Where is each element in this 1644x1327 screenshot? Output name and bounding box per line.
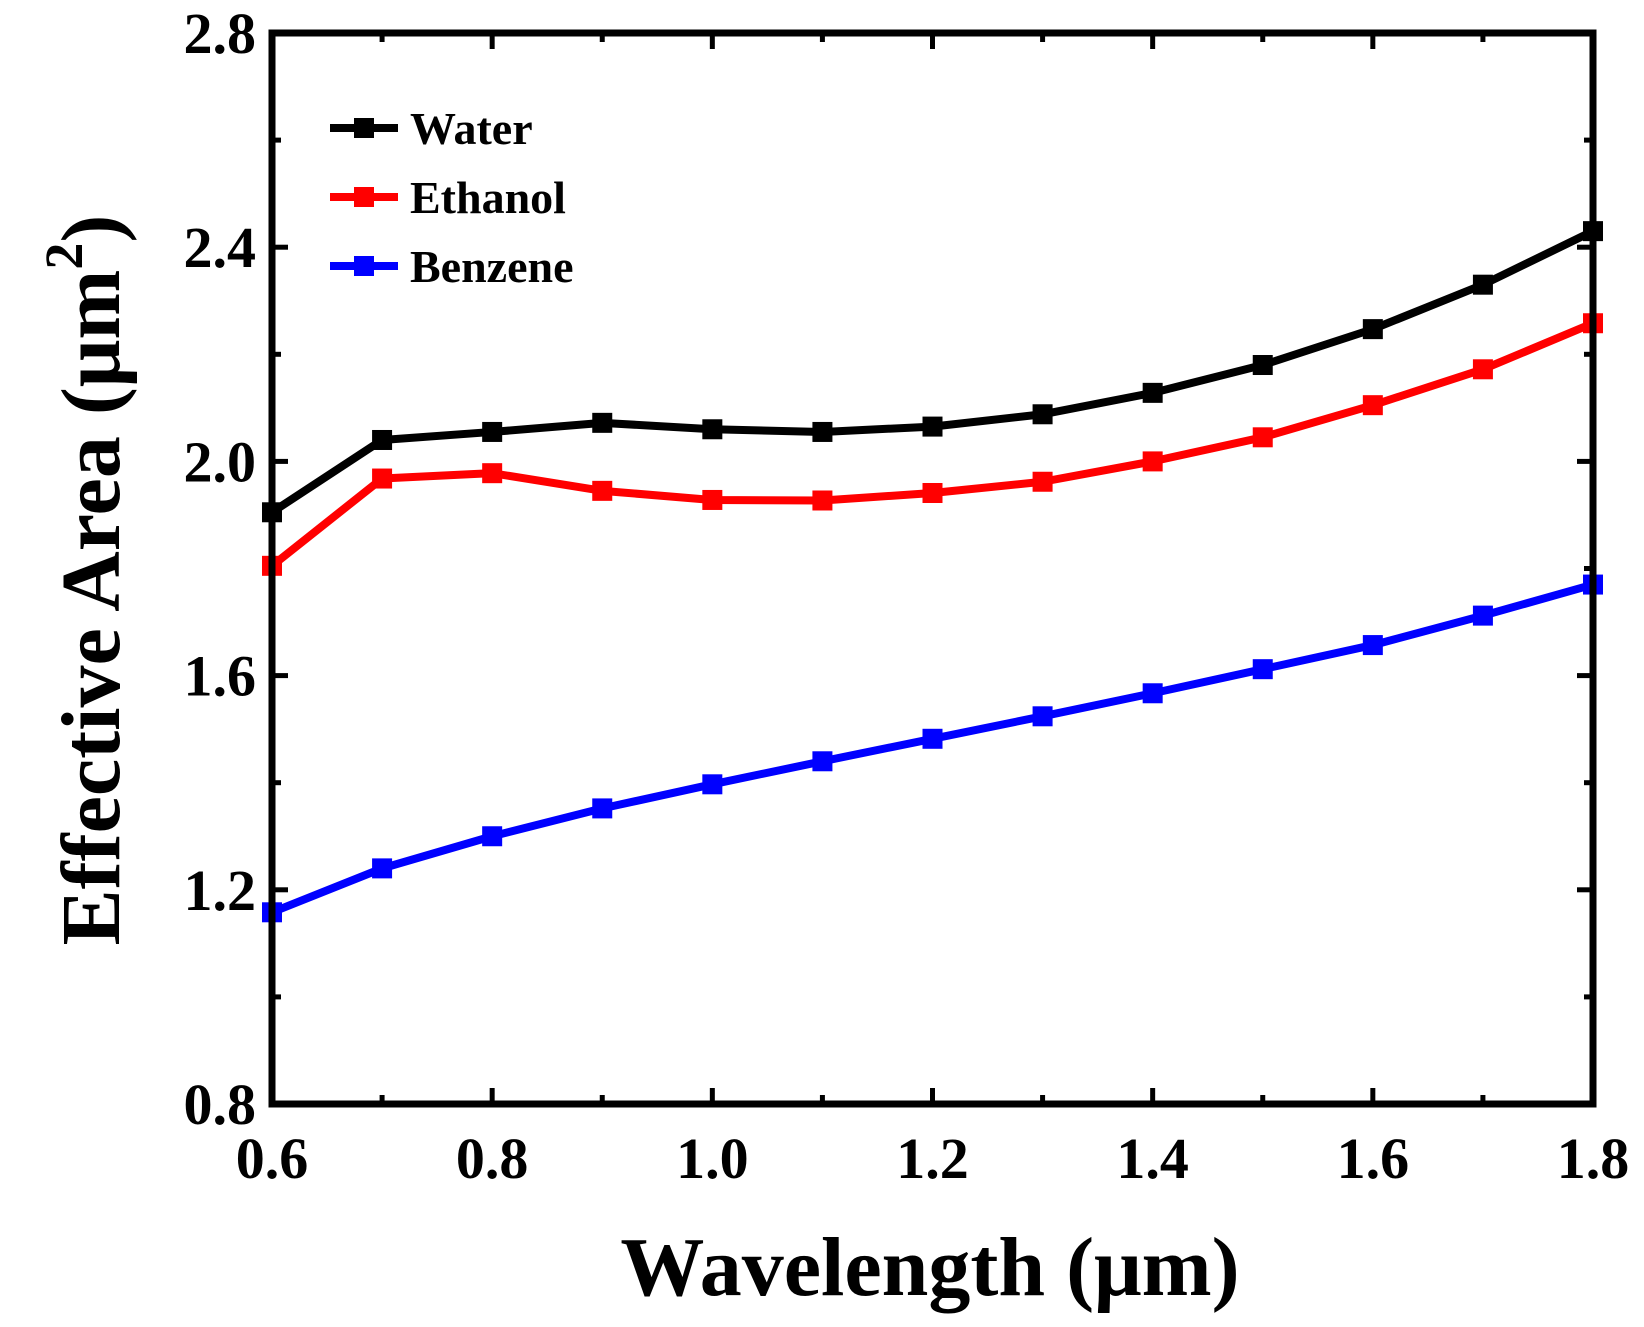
data-point-benzene [592,798,613,819]
data-point-ethanol [1032,471,1053,492]
data-point-benzene [1142,683,1163,704]
legend-label-water: Water [410,103,533,154]
legend-marker-ethanol [354,187,374,207]
y-tick-label: 2.0 [184,429,257,494]
data-point-ethanol [922,482,943,503]
legend-label-ethanol: Ethanol [410,172,566,223]
data-point-water [1252,355,1273,376]
svg-text:Effective Area (μm2): Effective Area (μm2) [34,215,138,946]
x-axis-label: Wavelength (μm) [620,1221,1239,1314]
axis-ticks: 0.6 0.8 1.0 1.2 1.4 1.6 1.80.81.21.62.02.42.8 [184,1,1630,1191]
y-axis-label-superscript: 2 [34,243,94,270]
data-point-benzene [812,751,833,772]
y-axis-label-main: Effective Area (μm [45,270,138,946]
data-point-benzene [702,774,723,795]
legend: Water Ethanol Benzene [330,103,574,292]
x-tick-label: 0.8 [456,1126,529,1191]
legend-item-water: Water [330,103,533,154]
x-tick-label: 1.2 [896,1126,969,1191]
y-axis-label-close: ) [45,215,138,243]
legend-label-benzene: Benzene [410,241,574,292]
plot-frame [268,29,1597,1108]
legend-item-ethanol: Ethanol [330,172,566,223]
series-line-ethanol [269,319,1595,569]
data-point-benzene [1472,605,1493,626]
data-point-benzene [482,826,503,847]
data-point-water [812,421,833,442]
data-point-ethanol [1252,427,1273,448]
data-point-benzene [1032,706,1053,727]
series-water [262,221,1603,523]
data-point-benzene [1362,635,1383,656]
data-point-water [482,421,503,442]
y-tick-label: 2.4 [184,215,257,280]
x-tick-label: 1.0 [676,1126,749,1191]
series-benzene [262,574,1603,923]
data-point-benzene [372,858,393,879]
data-point-water [1142,382,1163,403]
data-point-ethanol [1472,359,1493,380]
data-point-ethanol [812,490,833,511]
data-point-ethanol [1362,395,1383,416]
y-tick-label: 1.6 [184,644,257,709]
data-point-ethanol [1142,451,1163,472]
data-point-ethanol [372,468,393,489]
y-tick-label: 0.8 [184,1072,257,1137]
series-layer [262,221,1603,923]
y-tick-label: 2.8 [184,1,257,66]
data-point-water [592,412,613,433]
data-point-ethanol [482,463,503,484]
data-point-benzene [1252,659,1273,680]
data-point-water [702,419,723,440]
legend-item-benzene: Benzene [330,241,574,292]
y-axis-label: Effective Area (μm2) [34,215,138,946]
data-point-water [1362,319,1383,340]
data-point-ethanol [592,480,613,501]
data-point-water [372,429,393,450]
x-tick-label: 1.8 [1557,1126,1630,1191]
y-tick-label: 1.2 [184,858,257,923]
x-tick-label: 0.6 [236,1126,309,1191]
x-tick-label: 1.4 [1116,1126,1189,1191]
data-point-water [922,416,943,437]
series-ethanol [262,313,1603,576]
legend-marker-water [354,118,374,138]
data-point-water [1472,274,1493,295]
data-point-benzene [922,728,943,749]
legend-marker-benzene [354,256,374,276]
x-tick-label: 1.6 [1337,1126,1410,1191]
data-point-water [1032,404,1053,425]
data-point-ethanol [702,489,723,510]
